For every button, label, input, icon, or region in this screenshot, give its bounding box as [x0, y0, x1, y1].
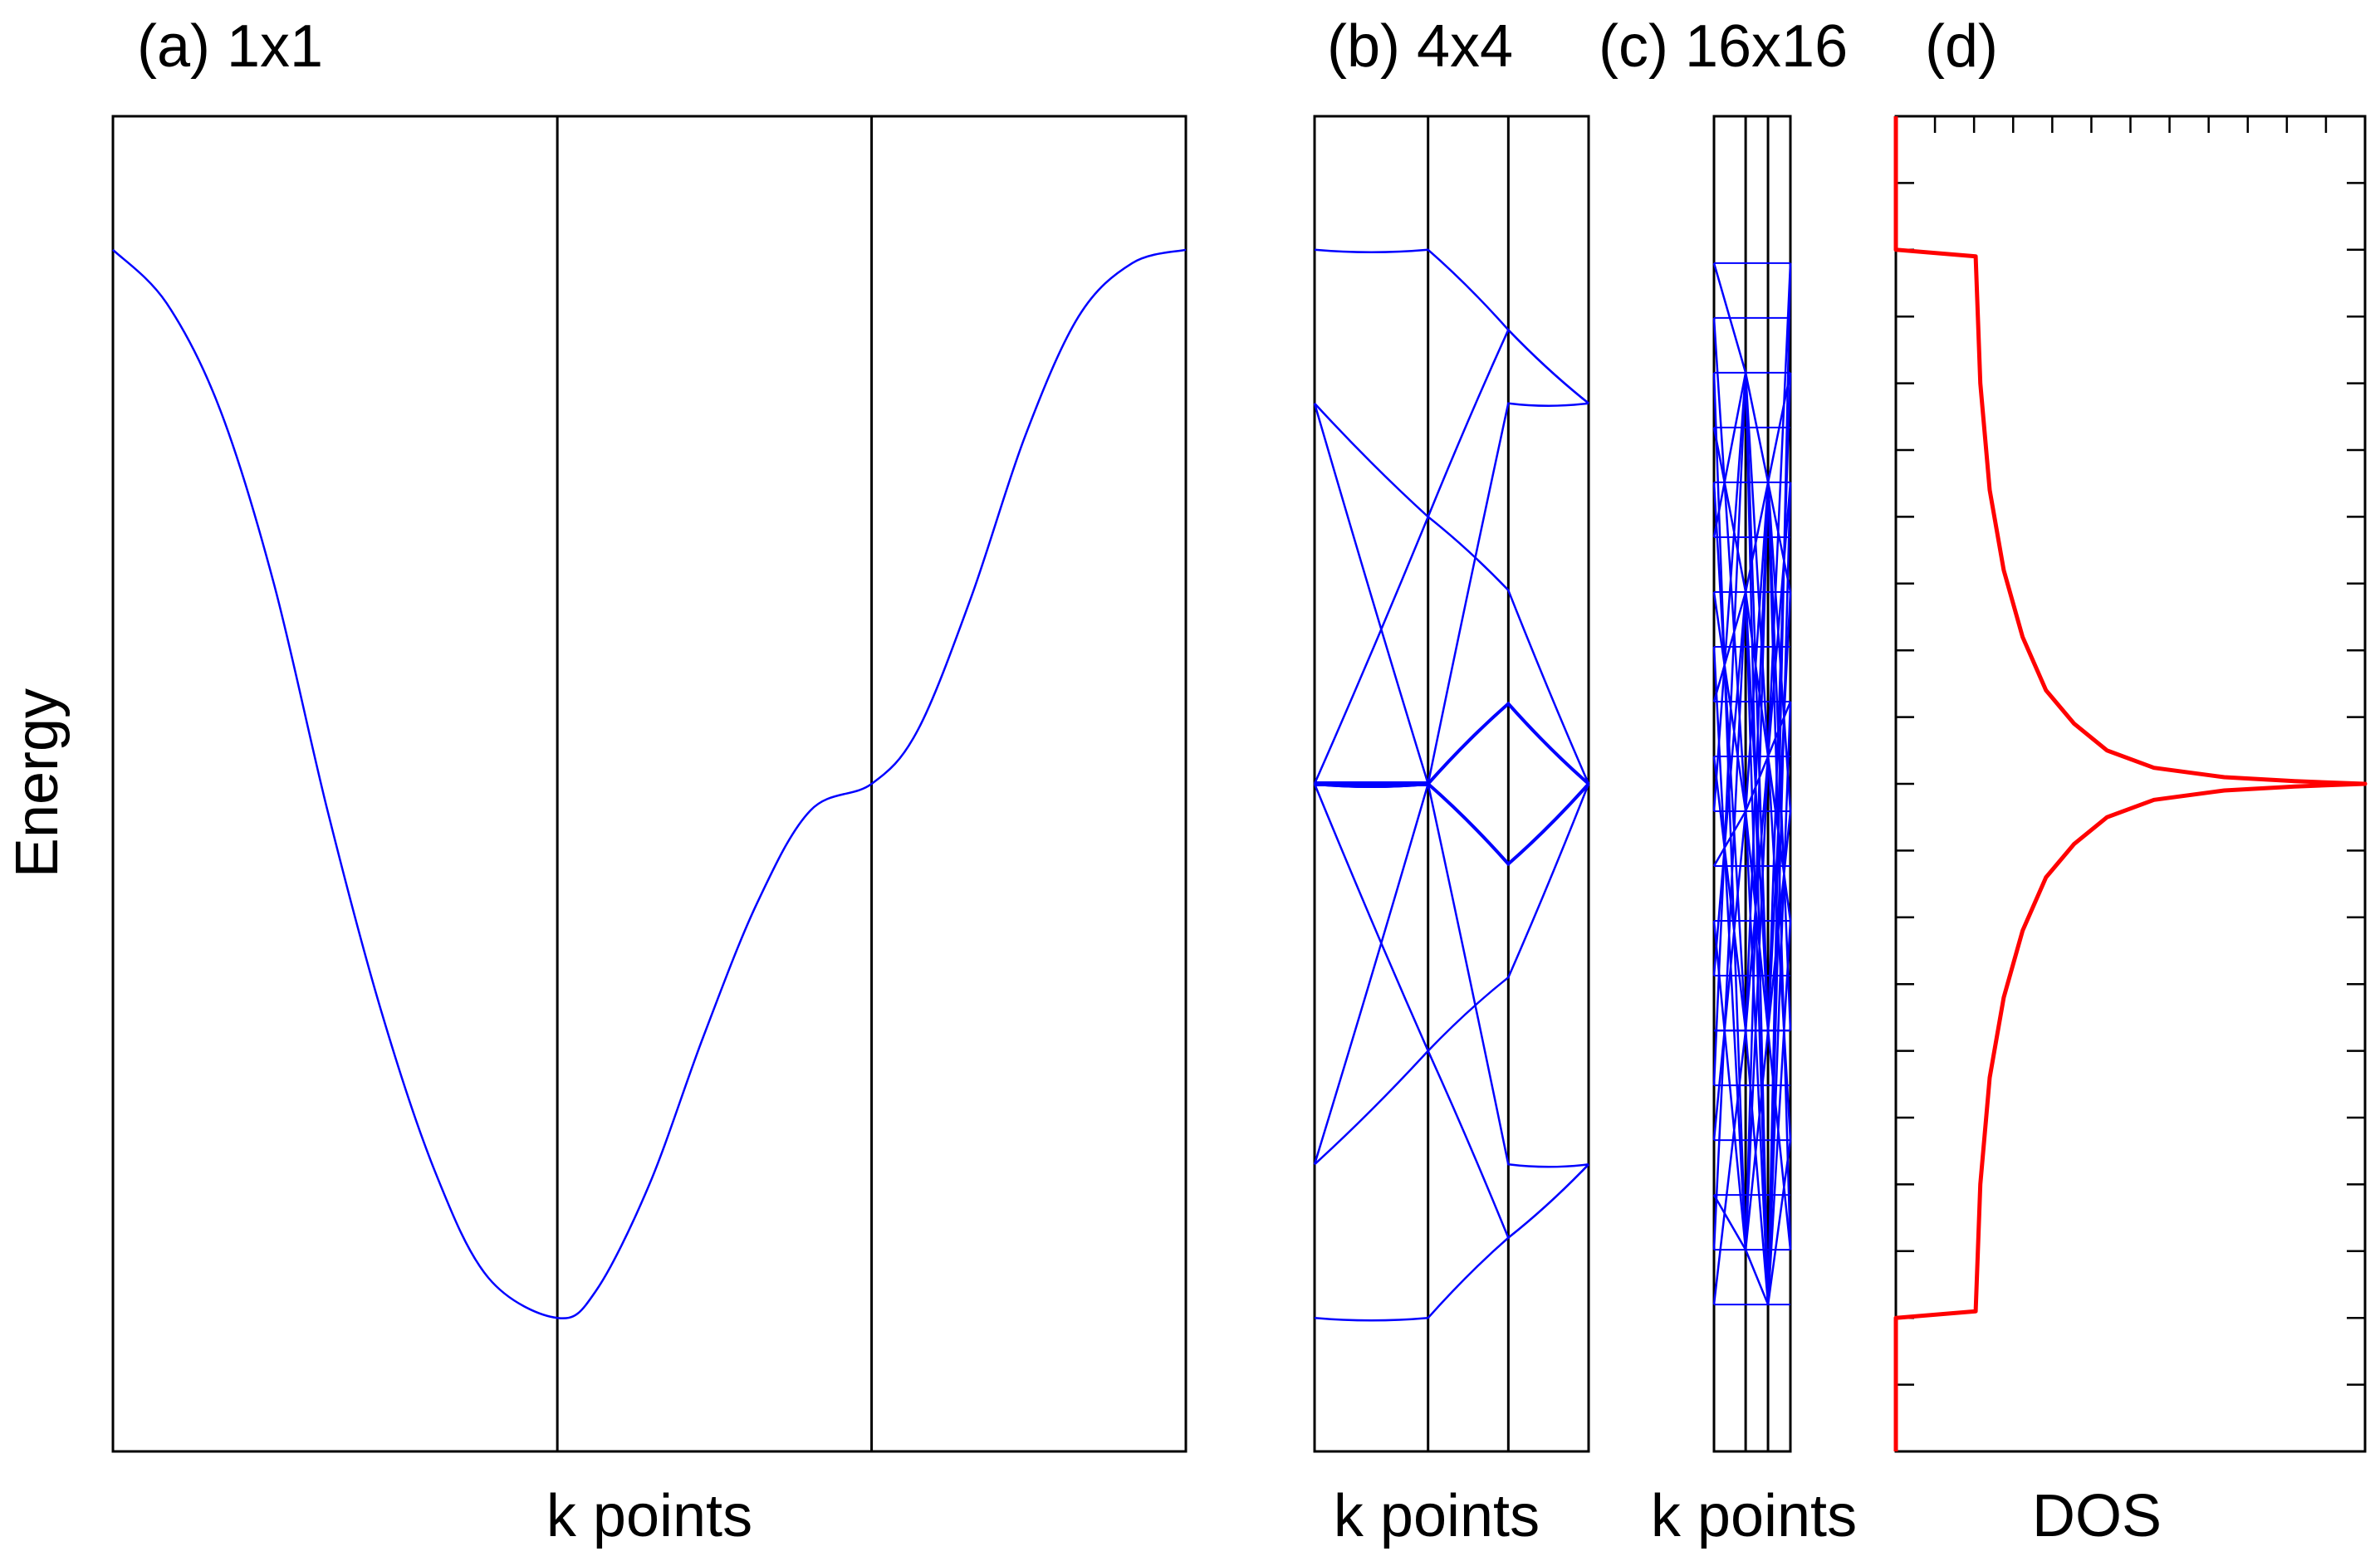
panel-a-1x1	[111, 115, 1188, 1453]
panel-a-series-line-0	[112, 248, 1187, 1319]
panel-c-band-line-2	[1712, 262, 1792, 1305]
panel-a-frame	[111, 115, 1188, 1453]
panel-b-band-line-8	[1314, 701, 1590, 788]
panel-c-frame	[1712, 115, 1792, 1453]
panel-b-4x4	[1313, 115, 1590, 1453]
panel-c-xlabel: k points	[1650, 1483, 1858, 1549]
panel-b-band-line-2	[1313, 783, 1589, 1240]
panel-b-band-line-3	[1313, 328, 1589, 785]
panel-b-band-line-5	[1314, 1163, 1589, 1322]
panel-b-band-line-0	[1313, 403, 1589, 1168]
panel-d-title: (d)	[1925, 13, 1998, 80]
panel-a-title: (a) 1x1	[137, 13, 324, 80]
panel-c-band-line-12	[1712, 262, 1792, 1250]
panel-b-band-line-7	[1314, 783, 1590, 1166]
panel-d-xlabel: DOS	[2031, 1483, 2162, 1549]
panel-d-frame	[1894, 115, 2367, 1453]
panel-d-dos	[1893, 115, 2368, 1453]
panel-b-xlabel: k points	[1333, 1483, 1540, 1549]
panel-b-band-line-9	[1314, 781, 1590, 867]
panel-b-band-line-1	[1313, 402, 1589, 1165]
panel-c-16x16	[1712, 115, 1792, 1453]
panel-b-band-line-6	[1314, 402, 1590, 785]
panel-c-band-line-4	[1712, 372, 1792, 1141]
energy-axis-label: Energy	[4, 688, 71, 878]
panel-a-xlabel: k points	[546, 1483, 753, 1549]
panel-c-band-line-14	[1712, 372, 1792, 1305]
panel-c-band-line-18	[1712, 317, 1792, 1305]
panel-b-title: (b) 4x4	[1327, 13, 1514, 80]
panel-d-dos-line-0	[1893, 116, 2368, 1451]
panel-c-title: (c) 16x16	[1599, 13, 1849, 80]
panel-c-band-line-10	[1712, 482, 1792, 1305]
panel-c-band-line-16	[1712, 427, 1792, 922]
panel-b-band-line-4	[1314, 248, 1589, 404]
